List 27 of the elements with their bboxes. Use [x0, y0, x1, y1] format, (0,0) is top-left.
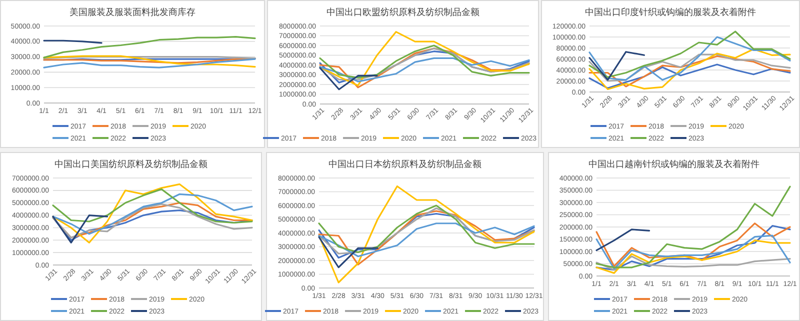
- line-series: [52, 188, 253, 224]
- chart-title: 中国出口欧盟纺织原料及纺织制品金额: [326, 7, 480, 17]
- line-series: [588, 51, 645, 81]
- line-series: [43, 55, 256, 68]
- chart-title: 中国出口越南针织或钩编的服装及衣着附件: [588, 159, 760, 169]
- line-series: [588, 36, 791, 81]
- chart-title: 美国服装及服装面料批发商库存: [70, 7, 196, 17]
- line-series: [319, 57, 530, 82]
- line-series: [319, 31, 530, 86]
- line-series: [596, 228, 650, 252]
- line-series: [588, 64, 791, 89]
- line-series: [52, 193, 253, 235]
- line-series: [588, 48, 791, 90]
- line-series: [318, 222, 535, 258]
- line-series: [318, 185, 535, 284]
- line-series: [596, 240, 791, 274]
- line-series: [588, 54, 791, 82]
- line-series: [588, 30, 791, 78]
- line-series: [43, 58, 256, 68]
- chart-title: 中国出口日本纺织原料及纺织制品金额: [328, 159, 482, 169]
- line-series: [596, 256, 791, 271]
- line-series: [596, 186, 791, 268]
- line-series: [43, 36, 256, 58]
- chart-title: 中国出口美国纺织原料及纺织制品金额: [54, 159, 208, 169]
- chart-title: 中国出口印度针织或钩编的服装及衣着附件: [585, 7, 756, 17]
- line-series: [596, 234, 791, 270]
- line-series: [588, 55, 791, 88]
